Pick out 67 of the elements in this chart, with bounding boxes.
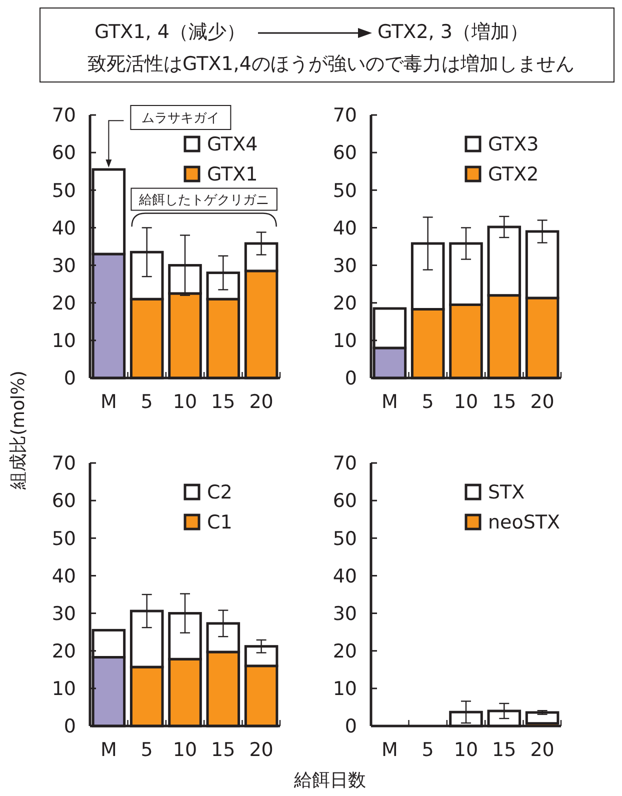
y-tick-label: 40 <box>332 217 357 240</box>
text: 致死活性はGTX1,4のほうが強いので毒力は増加しません <box>88 53 574 75</box>
y-axis-title: 組成比(mol%) <box>8 370 29 490</box>
y-tick-label: 50 <box>332 528 357 550</box>
y-tick-label: 40 <box>332 565 357 588</box>
y-tick-label: 70 <box>332 452 357 475</box>
x-tick-label: M <box>381 739 398 761</box>
y-tick-label: 60 <box>332 142 357 164</box>
y-tick-label: 60 <box>52 142 76 164</box>
y-tick-label: 0 <box>344 368 357 390</box>
y-tick-label: 50 <box>332 180 357 202</box>
x-tick-label: 20 <box>530 739 554 761</box>
y-tick-label: 30 <box>52 254 76 277</box>
x-tick-label: 5 <box>140 391 153 413</box>
y-tick-label: 70 <box>332 104 357 127</box>
legend-label: GTX1 <box>207 164 258 186</box>
y-tick-label: 70 <box>52 452 76 475</box>
y-tick-label: 30 <box>332 254 357 277</box>
y-tick-label: 10 <box>332 678 357 700</box>
y-tick-label: 40 <box>52 565 76 588</box>
y-tick-label: 0 <box>64 368 76 390</box>
legend-label: neoSTX <box>488 512 560 534</box>
legend-label: GTX3 <box>488 134 539 156</box>
x-tick-label: 10 <box>172 391 198 413</box>
y-tick-label: 20 <box>332 292 357 315</box>
legend-label: GTX2 <box>488 164 539 186</box>
y-tick-label: 30 <box>332 602 357 625</box>
text: GTX1, 4（減少） <box>94 21 246 43</box>
x-tick-label: 10 <box>172 739 198 761</box>
y-tick-label: 40 <box>52 217 76 240</box>
annotation: ムラサキガイ <box>142 111 220 126</box>
y-tick-label: 20 <box>52 640 76 663</box>
y-tick-label: 70 <box>52 104 76 127</box>
x-tick-label: 20 <box>249 739 274 761</box>
y-tick-label: 50 <box>52 180 76 202</box>
y-tick-label: 10 <box>52 678 76 700</box>
x-tick-label: 15 <box>492 391 516 413</box>
x-tick-label: 20 <box>249 391 274 413</box>
y-tick-label: 10 <box>52 330 76 352</box>
legend-label: STX <box>488 482 525 504</box>
y-tick-label: 10 <box>332 330 357 352</box>
x-tick-label: 20 <box>530 391 554 413</box>
x-axis-title: 給餌日数 <box>293 770 366 791</box>
y-tick-label: 0 <box>64 716 76 738</box>
x-tick-label: 15 <box>211 739 236 761</box>
legend-label: C1 <box>207 512 232 534</box>
legend-label: GTX4 <box>207 134 258 156</box>
y-tick-label: 60 <box>52 490 76 512</box>
y-tick-label: 60 <box>332 490 357 512</box>
x-tick-label: M <box>100 391 117 413</box>
annotation: 給餌したトゲクリガニ <box>138 192 270 208</box>
legend-label: C2 <box>207 482 232 504</box>
y-tick-label: 20 <box>332 640 357 663</box>
y-tick-label: 50 <box>52 528 76 550</box>
y-tick-label: 0 <box>344 716 357 738</box>
x-tick-label: 15 <box>492 739 516 761</box>
y-tick-label: 30 <box>52 602 76 625</box>
x-tick-label: 5 <box>422 391 434 413</box>
x-tick-label: 5 <box>140 739 153 761</box>
x-tick-label: 10 <box>454 739 478 761</box>
x-tick-label: M <box>100 739 117 761</box>
y-tick-label: 20 <box>52 292 76 315</box>
x-tick-label: M <box>381 391 398 413</box>
x-tick-label: 5 <box>422 739 434 761</box>
x-tick-label: 15 <box>211 391 236 413</box>
x-tick-label: 10 <box>454 391 478 413</box>
text: GTX2, 3（増加） <box>378 21 528 43</box>
